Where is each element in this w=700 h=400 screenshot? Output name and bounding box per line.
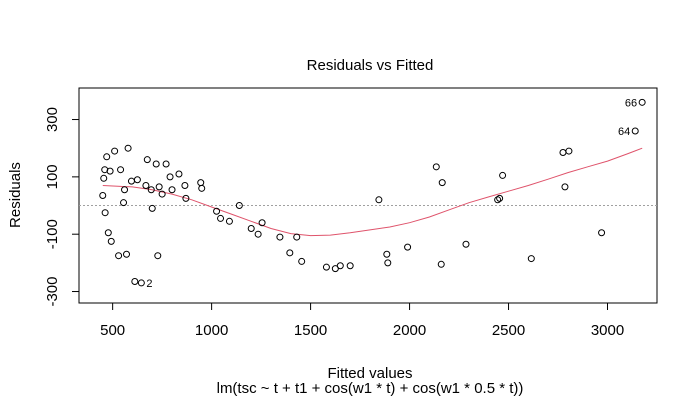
- data-point: [181, 181, 189, 189]
- data-point: [494, 196, 502, 204]
- data-point: [104, 229, 112, 237]
- y-tick-label: -300: [44, 277, 61, 307]
- y-axis-title: Residuals: [7, 162, 24, 228]
- data-point: [115, 252, 123, 260]
- data-point: [166, 173, 174, 181]
- data-point: [565, 147, 573, 155]
- y-tick-label: 300: [44, 107, 61, 132]
- point-id-label: 2: [146, 278, 152, 290]
- data-point: [152, 160, 160, 168]
- data-point: [106, 167, 114, 175]
- data-point: [168, 186, 176, 194]
- data-point: [197, 179, 205, 187]
- data-point: [137, 279, 145, 287]
- x-axis: 500 1000 1500 2000 2500 3000: [100, 302, 624, 339]
- x-tick-label: 2500: [492, 322, 525, 339]
- data-point: [404, 243, 412, 251]
- data-point: [155, 183, 163, 191]
- y-tick-label: -100: [44, 219, 61, 249]
- data-point: [175, 170, 183, 178]
- data-point: [142, 181, 150, 189]
- y-tick-label: 100: [44, 164, 61, 189]
- data-point: [432, 163, 440, 171]
- data-point: [286, 249, 294, 257]
- y-axis: -300 -100 100 300: [44, 107, 80, 307]
- data-point: [375, 196, 383, 204]
- data-point: [147, 186, 155, 194]
- data-point: [127, 177, 135, 185]
- data-point: [162, 160, 170, 168]
- data-point: [107, 237, 115, 245]
- data-point: [182, 194, 190, 202]
- data-point: [336, 262, 344, 270]
- model-formula-subtitle: lm(tsc ~ t + t1 + cos(w1 * t) + cos(w1 *…: [217, 380, 524, 397]
- data-point: [103, 153, 111, 161]
- data-point: [101, 209, 109, 217]
- data-point: [462, 240, 470, 248]
- data-point: [225, 217, 233, 225]
- data-point: [561, 183, 569, 191]
- data-point: [438, 179, 446, 187]
- data-point: [100, 174, 108, 182]
- x-tick-label: 2000: [393, 322, 426, 339]
- x-tick-label: 500: [100, 322, 125, 339]
- data-point: [496, 194, 504, 202]
- smoother-line: [102, 147, 643, 237]
- data-point: [437, 260, 445, 268]
- data-point: [298, 257, 306, 265]
- data-point: [559, 149, 567, 156]
- data-points: [99, 98, 646, 287]
- data-point: [148, 204, 156, 212]
- data-point: [213, 207, 221, 215]
- data-point: [117, 166, 125, 174]
- data-point: [123, 250, 131, 258]
- x-tick-label: 1000: [195, 322, 228, 339]
- data-point: [217, 214, 225, 222]
- data-point: [638, 98, 646, 106]
- data-point: [124, 144, 132, 152]
- data-point: [143, 156, 151, 164]
- data-point: [258, 219, 266, 227]
- point-id-label: 64: [618, 126, 630, 138]
- data-point: [346, 262, 354, 270]
- chart-title: Residuals vs Fitted: [307, 57, 434, 74]
- data-point: [99, 192, 107, 199]
- x-tick-label: 1500: [294, 322, 327, 339]
- data-point: [598, 229, 606, 237]
- data-point: [158, 190, 166, 198]
- data-point: [293, 233, 301, 241]
- data-point: [631, 127, 639, 135]
- data-point: [254, 230, 262, 238]
- data-point: [384, 259, 392, 267]
- x-axis-title: Fitted values: [327, 365, 412, 382]
- data-point: [322, 263, 330, 271]
- data-point: [247, 224, 255, 232]
- x-tick-label: 3000: [591, 322, 624, 339]
- data-point: [198, 184, 206, 192]
- point-id-label: 66: [625, 97, 637, 109]
- point-labels: 2 64 66: [146, 97, 637, 290]
- data-point: [154, 252, 162, 260]
- data-point: [276, 233, 284, 241]
- data-point: [235, 202, 243, 210]
- data-point: [499, 171, 507, 179]
- data-point: [383, 250, 391, 258]
- data-point: [133, 176, 141, 184]
- data-point: [120, 199, 128, 207]
- data-point: [527, 255, 535, 263]
- data-point: [121, 186, 129, 194]
- data-point: [131, 278, 139, 285]
- data-point: [111, 147, 119, 155]
- plot-frame: [78, 87, 658, 304]
